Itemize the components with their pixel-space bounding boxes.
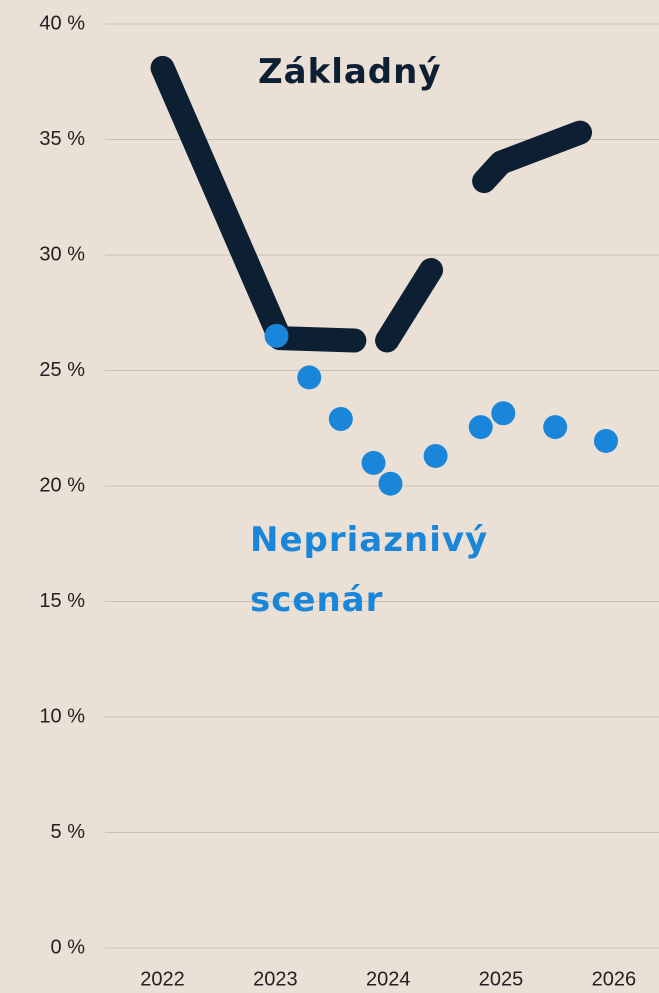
x-tick-label: 2026 (592, 968, 637, 990)
y-tick-label: 40 % (39, 12, 85, 34)
y-tick-label: 35 % (39, 128, 85, 150)
x-tick-label: 2022 (140, 968, 185, 990)
y-tick-label: 25 % (39, 359, 85, 381)
y-tick-label: 15 % (39, 590, 85, 612)
series-label: Nepriaznivý scenár (250, 520, 489, 620)
y-tick-label: 30 % (39, 243, 85, 265)
point (297, 365, 322, 390)
point (328, 407, 353, 432)
point (378, 471, 403, 496)
point (593, 428, 618, 453)
x-tick-label: 2023 (253, 968, 298, 990)
line (150, 55, 593, 353)
point (423, 443, 448, 468)
y-tick-label: 5 % (51, 821, 86, 843)
point (543, 415, 568, 440)
y-tick-label: 10 % (39, 705, 85, 727)
x-tick-label: 2024 (366, 968, 411, 990)
series-label: Základný (258, 52, 442, 92)
point (491, 401, 516, 426)
point (264, 323, 289, 348)
point (361, 450, 386, 475)
x-tick-label: 2025 (479, 968, 524, 990)
y-tick-label: 20 % (39, 474, 85, 496)
point (468, 415, 493, 440)
y-tick-label: 0 % (51, 936, 86, 958)
